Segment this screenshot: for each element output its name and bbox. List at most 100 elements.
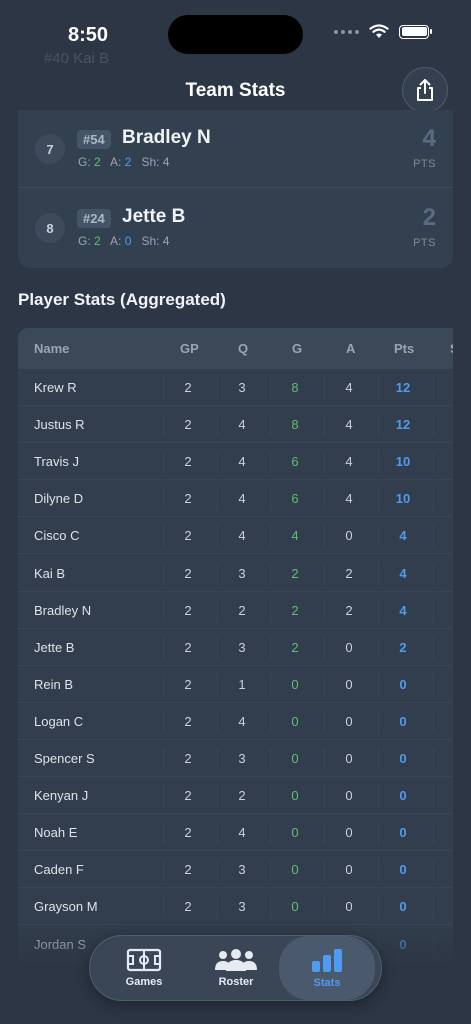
leader-row[interactable]: 8 #24 Jette B G: 2 A: 0 Sh: 4 2 PTS xyxy=(18,189,453,267)
column-separator xyxy=(217,710,218,733)
table-row[interactable]: Dilyne D 2 4 6 4 10 1 xyxy=(18,480,453,518)
column-separator xyxy=(378,562,379,585)
cell-pts: 4 xyxy=(399,528,407,544)
cell-a: 0 xyxy=(345,751,353,766)
share-icon xyxy=(417,79,433,101)
column-header-s[interactable]: S xyxy=(450,341,453,356)
cell-pts: 0 xyxy=(399,899,407,915)
column-header-pts[interactable]: Pts xyxy=(394,341,415,356)
column-separator xyxy=(270,896,271,919)
cell-q: 4 xyxy=(238,825,246,841)
leader-row[interactable]: 7 #54 Bradley N G: 2 A: 2 Sh: 4 4 PTS xyxy=(18,110,453,188)
column-separator xyxy=(217,896,218,919)
table-row[interactable]: Kenyan J 2 2 0 0 0 xyxy=(18,777,453,815)
column-header-name[interactable]: Name xyxy=(34,341,70,356)
column-separator xyxy=(324,673,325,696)
scrolled-ghost-row: #40 Kai B xyxy=(44,50,110,67)
table-row[interactable]: Krew R 2 3 8 4 12 1 xyxy=(18,369,453,406)
cell-g: 0 xyxy=(291,862,299,878)
column-separator xyxy=(324,636,325,659)
column-header-g[interactable]: G xyxy=(292,341,303,356)
column-separator xyxy=(378,710,379,733)
cell-name: Travis J xyxy=(34,454,80,470)
cell-gp: 2 xyxy=(184,565,192,581)
column-separator xyxy=(324,748,325,770)
column-separator xyxy=(378,525,379,548)
cell-q: 2 xyxy=(238,788,246,804)
column-separator xyxy=(324,599,325,622)
cell-name: Logan C xyxy=(34,713,84,729)
cell-q: 4 xyxy=(238,454,246,470)
table-row[interactable]: Logan C 2 4 0 0 0 xyxy=(18,703,453,740)
cell-gp: 2 xyxy=(184,528,192,544)
column-separator xyxy=(217,525,218,548)
column-separator xyxy=(270,451,271,474)
table-row[interactable]: Cisco C 2 4 4 0 4 1 xyxy=(18,517,453,555)
column-separator xyxy=(378,785,379,808)
column-separator xyxy=(433,859,434,882)
cell-s: 1 xyxy=(448,528,453,543)
column-separator xyxy=(217,636,218,659)
player-substats: G: 2 A: 0 Sh: 4 xyxy=(78,234,170,248)
cell-g: 8 xyxy=(291,380,299,395)
column-separator xyxy=(324,859,325,882)
column-separator xyxy=(163,636,164,659)
rank-badge: 8 xyxy=(35,213,65,243)
people-icon xyxy=(215,949,257,971)
column-separator xyxy=(433,785,434,808)
cell-pts: 0 xyxy=(399,676,407,692)
tab-stats[interactable]: Stats xyxy=(279,936,375,1000)
column-separator xyxy=(378,673,379,696)
table-row[interactable]: Bradley N 2 2 2 2 4 xyxy=(18,592,453,629)
column-separator xyxy=(270,673,271,696)
bar-chart-icon xyxy=(312,949,342,972)
column-separator xyxy=(324,414,325,437)
column-separator xyxy=(270,414,271,437)
cell-gp: 2 xyxy=(184,602,192,618)
cell-name: Dilyne D xyxy=(34,491,84,507)
column-separator xyxy=(378,414,379,437)
table-row[interactable]: Spencer S 2 3 0 0 0 xyxy=(18,740,453,777)
cell-g: 6 xyxy=(291,491,299,507)
column-header-q[interactable]: Q xyxy=(238,341,249,356)
table-row[interactable]: Travis J 2 4 6 4 10 xyxy=(18,443,453,481)
player-stats-table[interactable]: Name GP Q G A Pts S Krew R2384121Justus … xyxy=(18,328,453,964)
tab-label: Roster xyxy=(218,976,254,988)
column-header-gp[interactable]: GP xyxy=(180,341,199,356)
tab-bar: Games Roster Stats xyxy=(89,935,382,1001)
cell-pts: 12 xyxy=(395,417,411,433)
cell-name: Grayson M xyxy=(34,899,98,915)
column-separator xyxy=(324,377,325,399)
tab-games[interactable]: Games xyxy=(96,936,192,1000)
share-button[interactable] xyxy=(402,67,448,113)
cell-name: Jette B xyxy=(34,639,75,655)
cell-a: 0 xyxy=(345,788,353,804)
cell-name: Spencer S xyxy=(34,751,95,766)
cell-name: Kai B xyxy=(34,565,66,581)
column-separator xyxy=(217,673,218,696)
table-row[interactable]: Justus R 2 4 8 4 12 2 xyxy=(18,406,453,444)
column-separator xyxy=(433,451,434,474)
column-separator xyxy=(378,896,379,919)
cell-q: 4 xyxy=(238,417,246,433)
column-separator xyxy=(163,673,164,696)
tab-roster[interactable]: Roster xyxy=(188,936,284,1000)
table-row[interactable]: Noah E 2 4 0 0 0 xyxy=(18,814,453,852)
column-separator xyxy=(378,822,379,845)
column-separator xyxy=(378,488,379,511)
cell-name: Rein B xyxy=(34,676,74,692)
column-header-a[interactable]: A xyxy=(346,341,356,356)
table-row[interactable]: Rein B 2 1 0 0 0 xyxy=(18,666,453,703)
cell-q: 3 xyxy=(238,565,246,581)
cell-a: 0 xyxy=(345,639,353,655)
table-row[interactable]: Jette B 2 3 2 0 2 xyxy=(18,629,453,666)
points-value: 4 xyxy=(422,125,436,152)
jersey-number: #54 xyxy=(77,130,111,149)
cell-pts: 0 xyxy=(399,825,407,841)
table-row[interactable]: Kai B 2 3 2 2 4 xyxy=(18,555,453,592)
table-header: Name GP Q G A Pts S xyxy=(18,328,453,369)
player-name: Jette B xyxy=(122,206,186,227)
cell-gp: 2 xyxy=(184,380,192,395)
cell-gp: 2 xyxy=(184,862,192,878)
table-row[interactable]: Caden F 2 3 0 0 0 xyxy=(18,851,453,889)
